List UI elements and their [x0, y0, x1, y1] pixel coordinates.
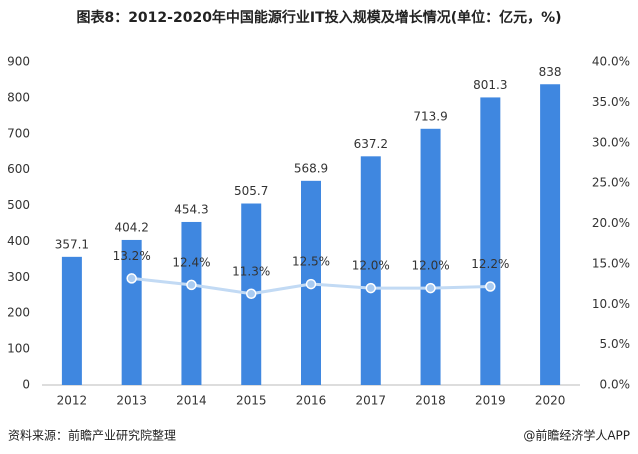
bar: [181, 221, 202, 385]
bar-label: 713.9: [413, 109, 447, 123]
bar: [540, 84, 561, 386]
bar: [360, 156, 381, 385]
bar-label: 801.3: [473, 78, 507, 92]
line-point: [485, 281, 496, 292]
x-tick-label: 2020: [535, 394, 566, 408]
y2-tick-label: 40.0%: [592, 55, 630, 69]
line-point: [365, 282, 377, 294]
line-label: 12.0%: [411, 259, 449, 273]
line-label: 12.2%: [471, 257, 509, 271]
bar-label: 637.2: [354, 137, 388, 151]
y2-tick-label: 25.0%: [592, 176, 630, 190]
y2-tick-label: 15.0%: [592, 256, 630, 270]
x-tick-label: 2019: [475, 394, 506, 408]
line-point: [126, 273, 137, 284]
y2-tick-label: 5.0%: [600, 337, 631, 351]
y-tick-label: 200: [7, 306, 30, 320]
bar-label: 505.7: [234, 184, 268, 198]
y-tick-label: 100: [7, 342, 30, 356]
bar: [121, 239, 142, 385]
y-tick-label: 300: [7, 270, 30, 284]
y-tick-label: 400: [7, 234, 30, 248]
chart-title: 图表8：2012-2020年中国能源行业IT投入规模及增长情况(单位：亿元，%): [76, 9, 561, 26]
line-label: 11.3%: [232, 264, 270, 278]
line-point: [245, 288, 257, 300]
source: 资料来源：前瞻产业研究院整理: [8, 428, 176, 443]
line-point: [305, 278, 317, 290]
y2-tick-label: 10.0%: [592, 297, 630, 311]
y2-tick-label: 0.0%: [600, 378, 631, 392]
bar-label: 404.2: [114, 220, 148, 234]
line-label: 12.5%: [292, 255, 330, 269]
bar: [480, 97, 501, 385]
x-tick-label: 2018: [415, 394, 446, 408]
y2-tick-label: 30.0%: [592, 135, 630, 149]
bar-label: 838: [539, 65, 562, 79]
bar: [420, 128, 441, 385]
x-tick-label: 2017: [356, 394, 387, 408]
x-tick-label: 2015: [236, 394, 267, 408]
x-tick-label: 2014: [176, 394, 207, 408]
x-tick-label: 2012: [57, 394, 88, 408]
line-point: [425, 282, 436, 294]
x-tick-label: 2016: [296, 394, 327, 408]
y-tick-label: 0: [22, 378, 30, 392]
y-tick-label: 900: [7, 55, 30, 69]
y-tick-label: 500: [7, 198, 30, 212]
line-label: 12.0%: [352, 259, 390, 273]
bar: [61, 256, 82, 385]
y2-tick-label: 35.0%: [592, 95, 630, 109]
line-point: [186, 279, 197, 291]
credit: @前瞻经济学人APP: [523, 428, 630, 443]
bar-label: 357.1: [55, 237, 89, 251]
bar-label: 568.9: [294, 161, 328, 175]
line-label: 12.4%: [172, 255, 210, 269]
line-label: 13.2%: [113, 249, 151, 263]
y-tick-label: 800: [7, 90, 30, 104]
y2-tick-label: 20.0%: [592, 216, 630, 230]
y-tick-label: 700: [7, 126, 30, 140]
y-tick-label: 600: [7, 162, 30, 176]
x-tick-label: 2013: [116, 394, 147, 408]
bar-label: 454.3: [174, 202, 208, 216]
